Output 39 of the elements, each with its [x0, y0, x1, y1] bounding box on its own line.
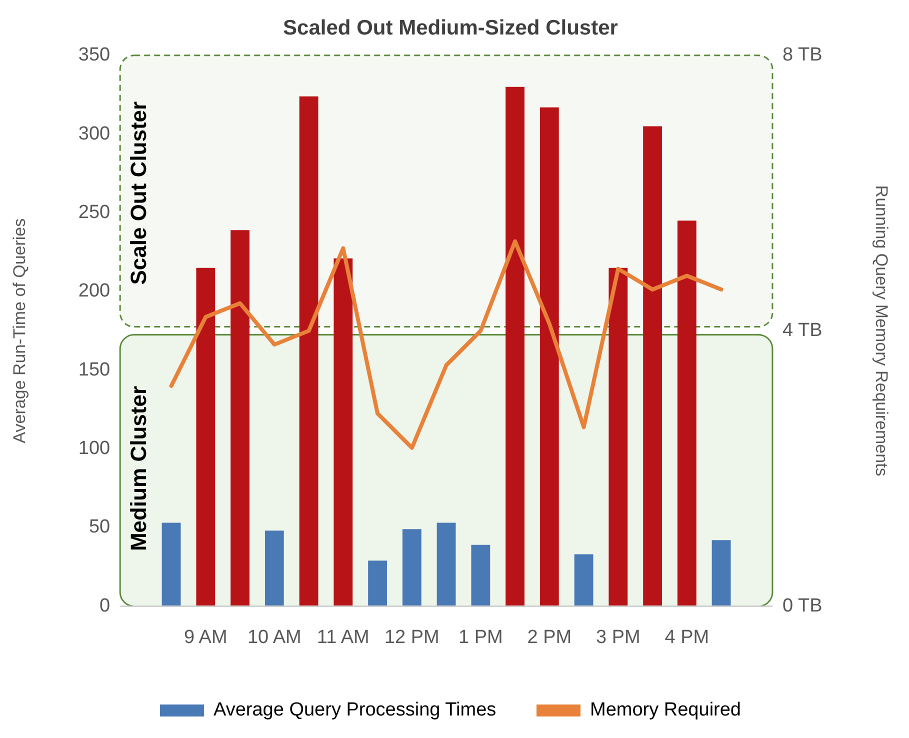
x-tick-label: 9 AM — [184, 626, 228, 648]
y2-tick-label: 8 TB — [782, 44, 822, 66]
bar — [230, 230, 250, 606]
bar — [471, 544, 490, 606]
y2-axis-title: Running Query Memory Requirements — [872, 185, 892, 476]
y2-tick-label: 0 TB — [782, 595, 822, 616]
y-tick-label: 350 — [78, 44, 110, 66]
y-tick-label: 200 — [78, 280, 110, 302]
bar — [402, 529, 422, 606]
chart-title: Scaled Out Medium-Sized Cluster — [283, 16, 618, 40]
band-label: Scale Out Cluster — [126, 100, 152, 285]
bar — [608, 268, 628, 606]
bar — [574, 554, 594, 606]
bar — [264, 530, 284, 606]
bar — [162, 522, 181, 606]
y-tick-label: 50 — [88, 516, 110, 538]
x-tick-label: 10 AM — [247, 626, 302, 648]
x-tick-label: 11 AM — [316, 626, 370, 648]
y-tick-label: 0 — [100, 595, 110, 616]
x-tick-label: 12 PM — [384, 626, 440, 648]
band-label: Medium Cluster — [126, 386, 152, 552]
y-tick-label: 150 — [78, 359, 110, 380]
bar — [436, 522, 456, 606]
y-axis-title: Average Run-Time of Queries — [10, 218, 29, 444]
x-tick-label: 3 PM — [596, 626, 640, 648]
y-tick-label: 100 — [78, 438, 110, 460]
y-tick-label: 250 — [78, 202, 110, 224]
y-tick-label: 300 — [78, 123, 110, 144]
legend-label: Memory Required — [590, 700, 742, 721]
x-tick-label: 2 PM — [527, 626, 572, 648]
x-tick-label: 4 PM — [664, 626, 710, 648]
y2-tick-label: 4 TB — [782, 320, 822, 342]
x-tick-label: 1 PM — [458, 626, 503, 648]
legend-label: Average Query Processing Times — [214, 700, 496, 721]
bar — [677, 220, 696, 606]
bar — [368, 560, 387, 606]
bar — [334, 258, 353, 606]
bar — [196, 268, 216, 606]
bar — [712, 540, 731, 606]
